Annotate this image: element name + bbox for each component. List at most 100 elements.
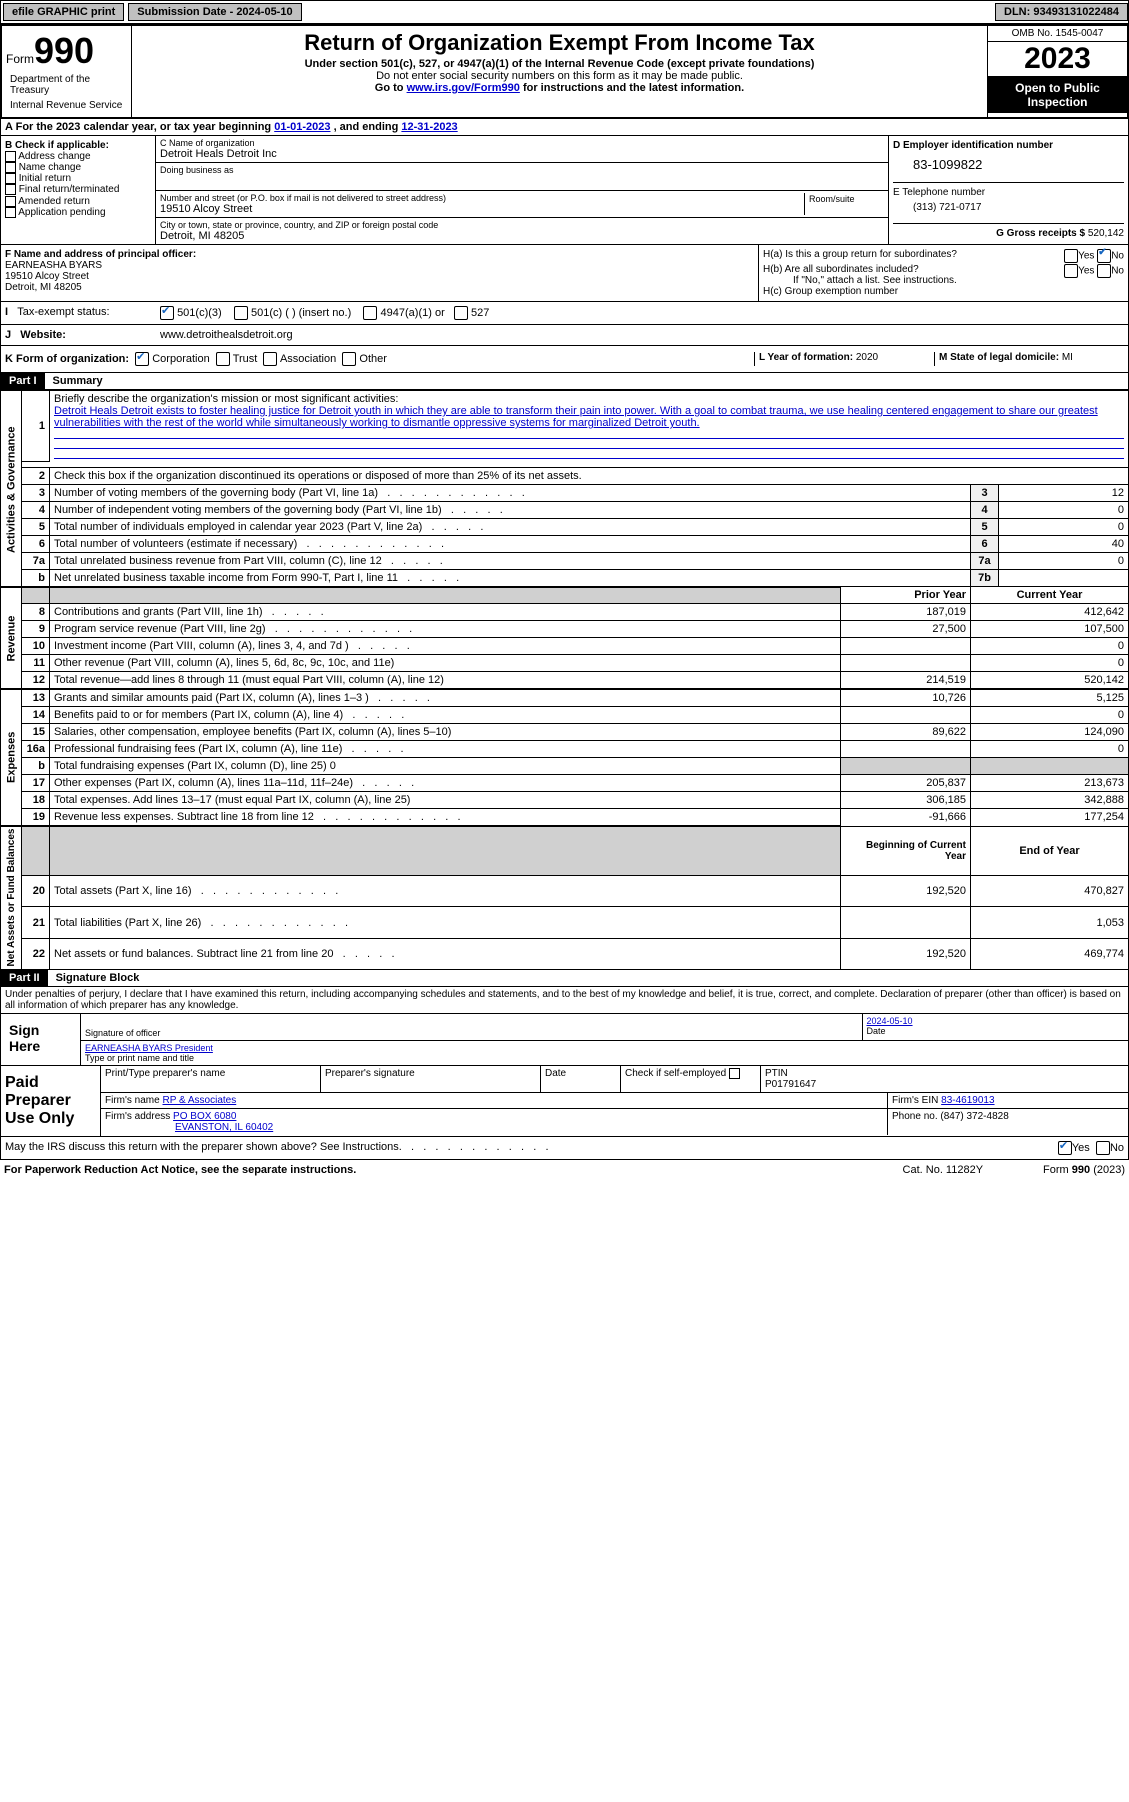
cb-address-change[interactable]: Address change bbox=[5, 151, 151, 162]
vert-revenue: Revenue bbox=[1, 587, 22, 690]
firm-phone-label: Phone no. bbox=[892, 1111, 940, 1122]
col-d: D Employer identification number 83-1099… bbox=[888, 136, 1128, 244]
k-label: K Form of organization: bbox=[5, 353, 129, 365]
firm-name-label: Firm's name bbox=[105, 1095, 162, 1106]
table-row: 3Number of voting members of the governi… bbox=[1, 484, 1129, 501]
form-title: Return of Organization Exempt From Incom… bbox=[140, 30, 979, 56]
sig-officer-label: Signature of officer bbox=[85, 1028, 858, 1038]
year-mid: , and ending bbox=[334, 121, 402, 133]
ha-no[interactable]: No bbox=[1111, 251, 1124, 262]
state-domicile: MI bbox=[1062, 352, 1073, 363]
part2-title: Signature Block bbox=[48, 970, 148, 986]
cb-corp[interactable]: ✔ bbox=[135, 352, 149, 366]
row-j: J Website: www.detroithealsdetroit.org bbox=[0, 325, 1129, 346]
cb-assoc[interactable] bbox=[263, 352, 277, 366]
cb-final-return[interactable]: Final return/terminated bbox=[5, 184, 151, 195]
discuss-no-cb[interactable] bbox=[1096, 1141, 1110, 1155]
table-row: 17Other expenses (Part IX, column (A), l… bbox=[1, 775, 1129, 792]
ptin-label: PTIN bbox=[765, 1068, 1124, 1079]
opt-501c: 501(c) ( ) (insert no.) bbox=[251, 307, 351, 319]
sign-block: Sign Here Signature of officer 2024-05-1… bbox=[0, 1014, 1129, 1066]
i-label: I bbox=[5, 306, 8, 318]
irs-label: Internal Revenue Service bbox=[6, 98, 127, 113]
gross-label: G Gross receipts $ bbox=[996, 228, 1088, 239]
col-f: F Name and address of principal officer:… bbox=[1, 245, 758, 301]
type-name-label: Type or print name and title bbox=[85, 1053, 1124, 1063]
table-row: 8Contributions and grants (Part VIII, li… bbox=[1, 604, 1129, 621]
page-footer: For Paperwork Reduction Act Notice, see … bbox=[0, 1160, 1129, 1180]
officer-printed: EARNEASHA BYARS President bbox=[85, 1043, 1124, 1053]
form-header: Form 990 Department of the Treasury Inte… bbox=[0, 24, 1129, 119]
table-row: 19Revenue less expenses. Subtract line 1… bbox=[1, 809, 1129, 827]
hb-text: H(b) Are all subordinates included? bbox=[763, 264, 919, 275]
hb-no[interactable]: No bbox=[1111, 266, 1124, 277]
b-label: B Check if applicable: bbox=[5, 140, 151, 151]
cb-501c[interactable] bbox=[234, 306, 248, 320]
room-label: Room/suite bbox=[809, 194, 855, 204]
hb-yes[interactable]: Yes bbox=[1078, 266, 1094, 277]
cb-name-change[interactable]: Name change bbox=[5, 162, 151, 173]
net-header-row: Net Assets or Fund Balances Beginning of… bbox=[1, 826, 1129, 876]
efile-print-button[interactable]: efile GRAPHIC print bbox=[3, 3, 124, 21]
dept-treasury: Department of the Treasury bbox=[6, 72, 127, 98]
cb-app-pending[interactable]: Application pending bbox=[5, 207, 151, 218]
dln: DLN: 93493131022484 bbox=[995, 3, 1128, 21]
form-number: 990 bbox=[34, 30, 94, 72]
goto-suffix: for instructions and the latest informat… bbox=[523, 82, 744, 94]
firm-addr-label: Firm's address bbox=[105, 1111, 173, 1122]
table-row: 18Total expenses. Add lines 13–17 (must … bbox=[1, 792, 1129, 809]
table-row: 9Program service revenue (Part VIII, lin… bbox=[1, 621, 1129, 638]
ha-yes[interactable]: Yes bbox=[1078, 251, 1094, 262]
opt-501c3: 501(c)(3) bbox=[177, 307, 222, 319]
tax-exempt-label: Tax-exempt status: bbox=[17, 306, 109, 318]
year-formation: 2020 bbox=[856, 352, 878, 363]
m-label: M State of legal domicile: bbox=[939, 352, 1062, 363]
col-b: B Check if applicable: Address change Na… bbox=[1, 136, 156, 244]
irs-link[interactable]: www.irs.gov/Form990 bbox=[407, 82, 520, 94]
org-name: Detroit Heals Detroit Inc bbox=[160, 148, 884, 160]
subtitle-2: Do not enter social security numbers on … bbox=[140, 70, 979, 82]
table-row: 6Total number of volunteers (estimate if… bbox=[1, 535, 1129, 552]
part2-header: Part II Signature Block bbox=[0, 970, 1129, 987]
col-end: End of Year bbox=[971, 826, 1129, 876]
prep-date-label: Date bbox=[541, 1066, 621, 1092]
ein-value: 83-1099822 bbox=[913, 157, 1124, 172]
cb-initial-return[interactable]: Initial return bbox=[5, 173, 151, 184]
table-row: 5Total number of individuals employed in… bbox=[1, 518, 1129, 535]
top-toolbar: efile GRAPHIC print Submission Date - 20… bbox=[0, 0, 1129, 24]
vert-net-assets: Net Assets or Fund Balances bbox=[1, 826, 22, 970]
gross-value: 520,142 bbox=[1088, 228, 1124, 239]
officer-addr2: Detroit, MI 48205 bbox=[5, 282, 754, 293]
table-row: 21Total liabilities (Part X, line 26)1,0… bbox=[1, 907, 1129, 938]
section-a-row: A For the 2023 calendar year, or tax yea… bbox=[0, 119, 1129, 136]
sign-here-label: Sign Here bbox=[1, 1014, 81, 1065]
open-inspection: Open to Public Inspection bbox=[988, 77, 1127, 113]
table-row: 20Total assets (Part X, line 16)192,5204… bbox=[1, 876, 1129, 907]
cb-other[interactable] bbox=[342, 352, 356, 366]
website-value: www.detroithealsdetroit.org bbox=[160, 329, 293, 341]
table-row: 14Benefits paid to or for members (Part … bbox=[1, 707, 1129, 724]
cb-527[interactable] bbox=[454, 306, 468, 320]
officer-addr1: 19510 Alcoy Street bbox=[5, 271, 754, 282]
part1-title: Summary bbox=[45, 373, 111, 389]
prep-name-label: Print/Type preparer's name bbox=[101, 1066, 321, 1092]
cb-4947[interactable] bbox=[363, 306, 377, 320]
row-i: I Tax-exempt status: ✔ 501(c)(3) 501(c) … bbox=[0, 302, 1129, 325]
year-begin: 01-01-2023 bbox=[274, 121, 330, 133]
cb-trust[interactable] bbox=[216, 352, 230, 366]
cb-501c3[interactable]: ✔ bbox=[160, 306, 174, 320]
discuss-yes-cb[interactable]: ✔ bbox=[1058, 1141, 1072, 1155]
l-label: L Year of formation: bbox=[759, 352, 856, 363]
table-row: 11Other revenue (Part VIII, column (A), … bbox=[1, 655, 1129, 672]
opt-corp: Corporation bbox=[152, 353, 209, 365]
ein-label: D Employer identification number bbox=[893, 140, 1124, 151]
c-label: C Name of organization bbox=[160, 138, 884, 148]
row-klm: K Form of organization: ✔ Corporation Tr… bbox=[0, 346, 1129, 373]
part2-badge: Part II bbox=[1, 970, 48, 986]
rev-header-row: Revenue Prior Year Current Year bbox=[1, 587, 1129, 604]
discuss-no: No bbox=[1110, 1142, 1124, 1154]
cb-amended[interactable]: Amended return bbox=[5, 196, 151, 207]
discuss-text: May the IRS discuss this return with the… bbox=[5, 1141, 402, 1155]
mission-text: Detroit Heals Detroit exists to foster h… bbox=[54, 405, 1124, 429]
goto-prefix: Go to bbox=[375, 82, 407, 94]
